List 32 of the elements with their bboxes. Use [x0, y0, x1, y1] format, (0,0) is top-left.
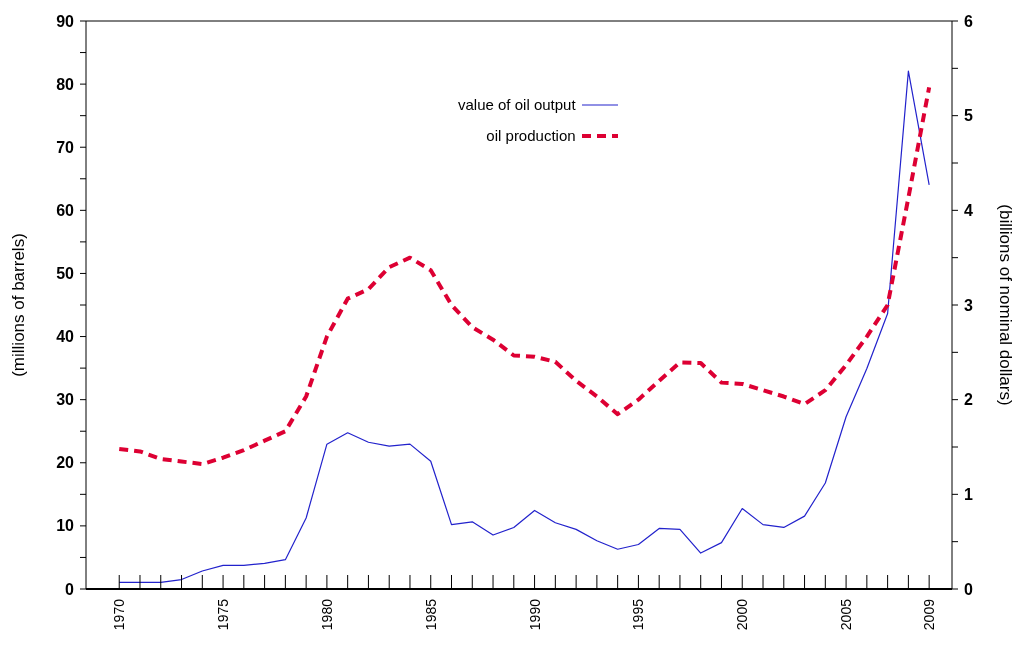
x-tick-label: 1985 — [422, 598, 439, 631]
y2-tick-label: 2 — [964, 391, 973, 409]
y2-tick-label: 3 — [964, 296, 973, 314]
y-tick-label: 30 — [56, 391, 75, 409]
y2-axis-title: (billions of nominal dollars) — [995, 204, 1015, 406]
x-tick-label: 1990 — [526, 598, 543, 631]
x-tick-label: 1975 — [215, 598, 232, 631]
y-tick-label: 0 — [65, 580, 75, 598]
x-tick-label: 1970 — [111, 598, 128, 631]
legend-label: value of oil output — [458, 96, 576, 113]
y-tick-label: 60 — [56, 201, 75, 219]
y-tick-label: 20 — [56, 454, 75, 472]
line-series — [118, 70, 930, 583]
legend-label: oil production — [486, 127, 576, 144]
y-tick-label: 80 — [56, 75, 75, 93]
y2-tick-label: 1 — [964, 485, 973, 503]
y-tick-label: 50 — [56, 264, 75, 282]
x-tick-label: 1995 — [630, 598, 647, 631]
y2-tick-label: 6 — [964, 12, 973, 30]
y2-tick-label: 4 — [964, 201, 973, 219]
x-tick-label: 2005 — [838, 598, 855, 631]
y2-tick-label: 5 — [964, 107, 973, 125]
y-tick-label: 40 — [56, 328, 75, 346]
y-tick-label: 90 — [56, 12, 75, 30]
y-tick-label: 10 — [56, 517, 75, 535]
x-tick-label: 2000 — [734, 598, 751, 631]
x-tick-label: 1980 — [318, 598, 335, 631]
y-axis-title: (millions of barrels) — [9, 233, 29, 377]
x-tick-label: 2009 — [921, 598, 938, 631]
line-series — [117, 85, 932, 467]
y2-tick-label: 0 — [964, 580, 973, 598]
y-tick-label: 70 — [56, 138, 75, 156]
